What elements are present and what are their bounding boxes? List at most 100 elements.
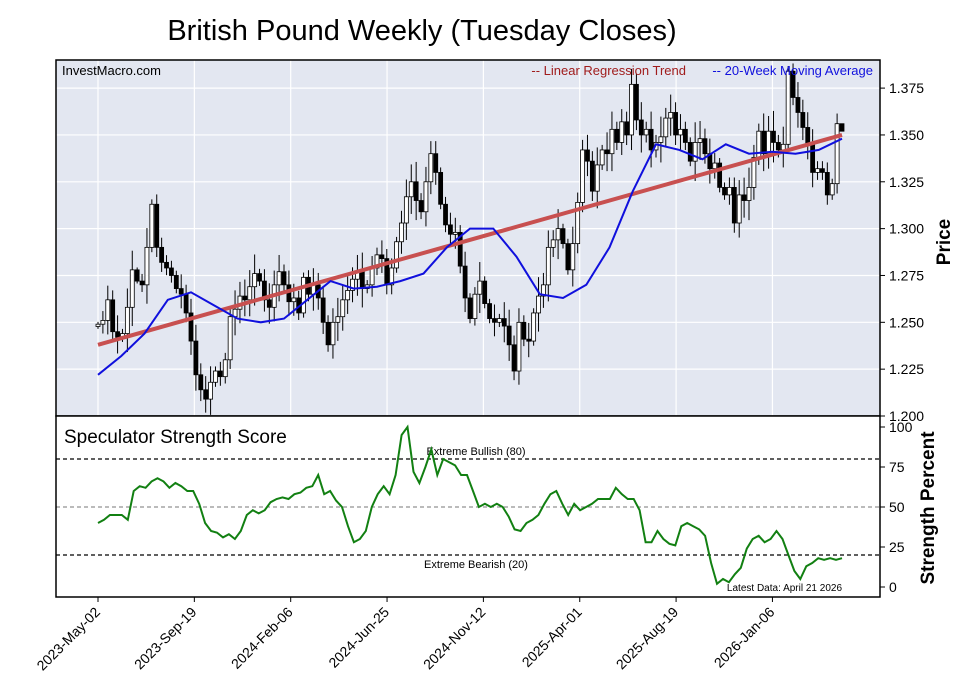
- price-candle: [785, 66, 791, 150]
- x-tick-label: 2023-Sep-19: [131, 604, 200, 673]
- price-candle: [829, 178, 835, 200]
- price-candle: [154, 194, 160, 257]
- price-candle: [320, 286, 326, 334]
- x-tick-label: 2026-Jan-06: [711, 604, 778, 671]
- price-candle: [648, 111, 654, 168]
- price-candle: [663, 107, 669, 147]
- price-y-tick-label: 1.250: [889, 314, 924, 330]
- price-candle: [208, 366, 213, 415]
- price-candle: [800, 99, 806, 141]
- price-candle: [609, 111, 615, 172]
- price-panel: InvestMacro.com -- Linear Regression Tre…: [55, 59, 955, 424]
- price-candle: [433, 141, 439, 185]
- price-candle: [526, 322, 532, 358]
- price-candle: [815, 161, 820, 180]
- price-candle: [834, 113, 840, 194]
- strength-y-tick-label: 0: [889, 579, 897, 595]
- price-candle: [712, 153, 718, 179]
- price-candle: [242, 279, 248, 317]
- price-candle: [668, 94, 674, 136]
- price-y-tick-label: 1.300: [889, 221, 924, 237]
- x-tick-label: 2024-Jun-25: [325, 604, 392, 671]
- price-candle: [173, 270, 179, 294]
- price-candle: [443, 196, 448, 233]
- price-candle: [428, 141, 434, 195]
- price-candle: [134, 267, 140, 284]
- price-candle: [790, 63, 796, 106]
- price-candle: [824, 162, 830, 205]
- price-y-tick-label: 1.375: [889, 80, 924, 96]
- price-candle: [340, 285, 346, 331]
- price-candle: [619, 109, 625, 155]
- price-candle: [193, 324, 199, 391]
- price-candle: [438, 167, 444, 210]
- price-candle: [506, 309, 512, 361]
- price-candle: [570, 226, 576, 287]
- price-candle: [511, 335, 517, 381]
- strength-y-tick-label: 25: [889, 539, 905, 555]
- strength-panel-title: Speculator Strength Score: [64, 427, 287, 448]
- price-candle: [531, 308, 537, 346]
- price-candle: [550, 230, 556, 257]
- price-candle: [423, 166, 429, 227]
- price-candle: [169, 260, 174, 283]
- price-candle: [418, 193, 424, 220]
- price-candle: [722, 182, 727, 200]
- price-plot-area: [56, 60, 880, 416]
- price-candle: [379, 240, 385, 273]
- strength-y-tick-label: 75: [889, 459, 905, 475]
- price-candle: [457, 225, 463, 274]
- price-candle: [144, 228, 150, 304]
- price-y-ticks: 1.200 1.225 1.250 1.275 1.300 1.325 1.350 1.375: [880, 80, 924, 424]
- price-candle: [124, 288, 130, 353]
- price-candle: [614, 121, 620, 150]
- price-candle: [467, 293, 473, 324]
- price-candle: [266, 283, 272, 324]
- price-candle: [521, 315, 527, 347]
- price-candle: [399, 210, 404, 254]
- price-candle: [604, 132, 610, 172]
- strength-y-tick-label: 50: [889, 499, 905, 515]
- price-y-tick-label: 1.225: [889, 361, 924, 377]
- price-candle: [682, 121, 688, 150]
- price-candle: [139, 273, 145, 292]
- price-candle: [839, 123, 845, 132]
- price-candle: [692, 122, 698, 182]
- price-candle: [203, 376, 209, 413]
- strength-y-ticks: 0 25 50 75 100: [880, 419, 913, 595]
- price-y-tick-label: 1.275: [889, 267, 924, 283]
- price-candle: [345, 276, 351, 314]
- price-candle: [820, 161, 825, 180]
- price-candle: [638, 102, 644, 153]
- price-candle: [213, 366, 218, 387]
- strength-y-tick-label: 100: [889, 419, 913, 435]
- chart-title: British Pound Weekly (Tuesday Closes): [167, 15, 676, 47]
- price-candle: [555, 209, 561, 260]
- price-candle: [408, 164, 414, 214]
- price-candle: [159, 237, 165, 272]
- price-candle: [731, 177, 737, 233]
- x-axis-ticks: 2023-May-02 2023-Sep-19 2024-Feb-06 2024-Ju…: [33, 597, 778, 673]
- price-candle: [697, 121, 703, 160]
- price-y-tick-label: 1.200: [889, 408, 924, 424]
- price-candle: [198, 363, 204, 402]
- strength-panel: Extreme Bullish (80) Extreme Bearish (20)…: [55, 415, 939, 598]
- price-candle: [673, 102, 678, 146]
- price-candle: [658, 116, 664, 163]
- price-candle: [643, 121, 649, 143]
- price-candle: [164, 255, 169, 276]
- price-candle: [330, 308, 336, 359]
- price-candle: [281, 264, 287, 292]
- speculator-strength-line: [97, 424, 843, 586]
- price-y-tick-label: 1.325: [889, 174, 924, 190]
- strength-footnote: Latest Data: April 21 2026: [727, 583, 843, 594]
- price-candle: [599, 144, 605, 170]
- price-candle: [477, 262, 483, 314]
- price-candle: [100, 311, 106, 334]
- price-candle: [565, 238, 571, 275]
- legend-moving-average: -- 20-Week Moving Average: [712, 63, 873, 78]
- price-candle: [536, 277, 541, 332]
- price-candle: [736, 180, 742, 238]
- price-candle: [335, 297, 341, 341]
